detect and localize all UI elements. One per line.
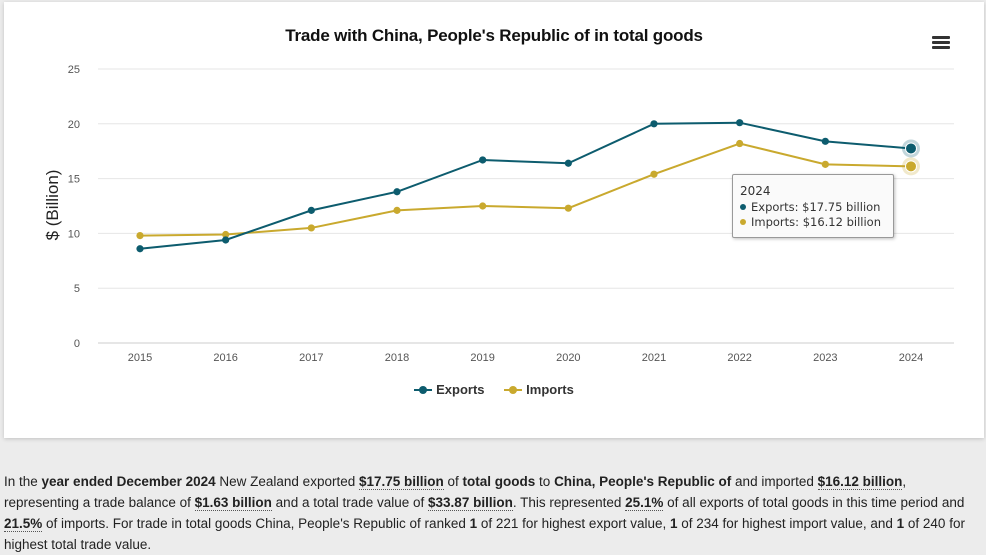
x-tick-label: 2023 xyxy=(813,352,837,364)
hamburger-menu-icon[interactable] xyxy=(932,36,950,50)
legend-item-exports[interactable]: Exports xyxy=(414,382,485,397)
legend-item-imports[interactable]: Imports xyxy=(504,382,574,397)
chart-title: Trade with China, People's Republic of i… xyxy=(285,26,703,45)
balance-value: $1.63 billion xyxy=(194,495,272,511)
import-share: 21.5% xyxy=(4,516,43,532)
data-point-imports[interactable] xyxy=(564,204,572,212)
data-point-exports[interactable] xyxy=(821,137,829,145)
y-axis-label: $ (Billion) xyxy=(43,170,62,241)
series-line-exports xyxy=(139,121,912,250)
data-point-imports[interactable] xyxy=(479,202,487,210)
y-tick-label: 5 xyxy=(74,283,80,295)
tooltip-imports-row: Imports: $16.12 billion xyxy=(740,215,881,229)
data-point-exports[interactable] xyxy=(905,142,917,155)
y-tick-label: 15 xyxy=(68,174,80,186)
series-line-imports xyxy=(139,142,912,237)
tooltip-exports-text: Exports: $17.75 billion xyxy=(751,200,881,214)
data-point-imports[interactable] xyxy=(136,231,144,240)
x-tick-label: 2022 xyxy=(727,352,751,364)
x-tick-label: 2021 xyxy=(642,352,666,364)
data-point-imports[interactable] xyxy=(821,160,829,168)
data-point-exports[interactable] xyxy=(222,236,230,244)
data-point-imports[interactable] xyxy=(222,230,230,239)
tooltip-exports-row: Exports: $17.75 billion xyxy=(740,200,880,214)
data-point-exports[interactable] xyxy=(307,206,315,214)
data-point-exports[interactable] xyxy=(136,245,144,253)
exports-legend-icon xyxy=(414,385,433,394)
x-tick-label: 2015 xyxy=(128,352,152,364)
export-share: 25.1% xyxy=(625,495,664,511)
data-point-imports[interactable] xyxy=(307,224,315,232)
data-point-exports[interactable] xyxy=(736,119,744,127)
total-rank: 1 xyxy=(896,516,905,531)
tooltip-imports-text: Imports: $16.12 billion xyxy=(751,215,881,229)
data-point-exports[interactable] xyxy=(393,188,401,196)
exports-dot-icon xyxy=(740,203,746,210)
total-value: $33.87 billion xyxy=(428,495,513,511)
data-tooltip: 2024 Exports: $17.75 billion Imports: $1… xyxy=(732,174,894,238)
legend-imports-label: Imports xyxy=(526,382,574,397)
data-point-imports[interactable] xyxy=(650,170,658,178)
period-highlight: year ended December 2024 xyxy=(41,474,216,489)
imports-legend-icon xyxy=(504,385,523,394)
data-point-exports[interactable] xyxy=(564,159,572,167)
x-tick-label: 2024 xyxy=(899,352,923,364)
data-point-exports[interactable] xyxy=(479,156,487,164)
import-rank: 1 xyxy=(669,516,678,531)
x-tick-label: 2019 xyxy=(470,352,494,364)
x-tick-label: 2018 xyxy=(385,352,409,364)
y-tick-label: 25 xyxy=(68,64,80,76)
y-tick-label: 20 xyxy=(68,119,80,131)
tooltip-year: 2024 xyxy=(740,184,771,198)
exports-value: $17.75 billion xyxy=(358,474,444,490)
chart-legend: Exports Imports xyxy=(0,382,986,398)
data-point-imports[interactable] xyxy=(393,206,401,214)
commodity-highlight: total goods xyxy=(462,474,536,489)
country-highlight: China, People's Republic of xyxy=(554,474,732,489)
x-tick-label: 2020 xyxy=(556,352,580,364)
x-tick-label: 2016 xyxy=(213,352,237,364)
trade-summary-paragraph: In the year ended December 2024 New Zeal… xyxy=(4,474,965,552)
x-axis-ticks: 2015 2016 2017 2018 2019 2020 2021 2022 2023 2024 xyxy=(128,352,923,364)
series-layer xyxy=(136,119,920,253)
export-rank: 1 xyxy=(469,516,478,531)
y-tick-label: 10 xyxy=(68,228,80,240)
data-point-exports[interactable] xyxy=(650,120,658,128)
imports-value: $16.12 billion xyxy=(817,474,903,490)
y-axis-ticks: 0 5 10 15 20 25 xyxy=(68,64,80,350)
y-tick-label: 0 xyxy=(74,338,80,350)
x-tick-label: 2017 xyxy=(299,352,323,364)
data-point-imports[interactable] xyxy=(905,160,917,173)
imports-dot-icon xyxy=(740,218,746,225)
data-point-imports[interactable] xyxy=(736,139,744,148)
legend-exports-label: Exports xyxy=(436,382,485,397)
